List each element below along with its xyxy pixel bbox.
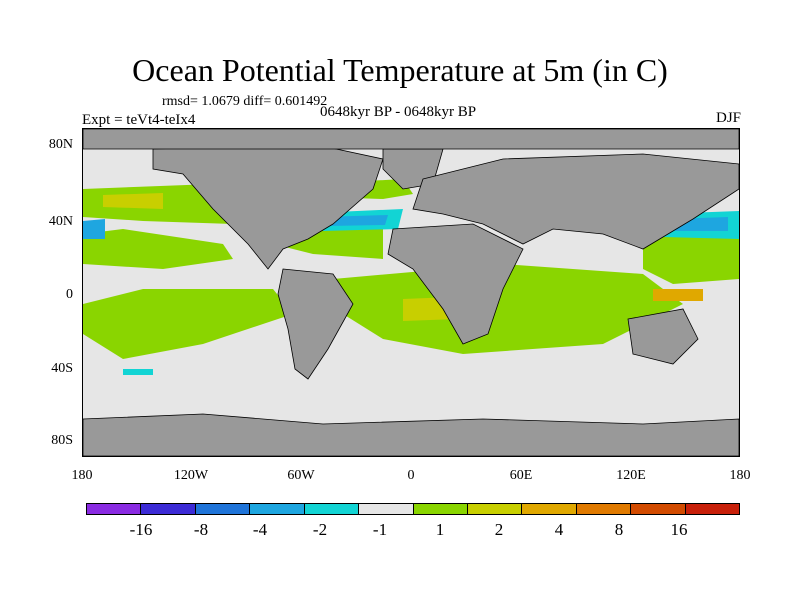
colorbar-swatch [631,504,686,514]
experiment-label: Expt = teVt4-teIx4 [82,112,196,128]
x-axis-label-180E: 180 [729,468,751,483]
warm-band-west-pacific [643,229,739,284]
colorbar-label: 2 [494,520,504,539]
warm-band-south-atlantic-indian [333,264,683,354]
x-axis-label-120W: 120W [173,468,209,483]
x-axis-label-0: 0 [407,468,415,483]
land-antarctica [83,413,739,456]
x-axis-label-180W: 180 [71,468,93,483]
cool-patch-dateline-west [83,219,105,239]
map-panel [82,128,740,457]
colorbar-swatch [250,504,305,514]
map-title: Ocean Potential Temperature at 5m (in C) [132,52,668,88]
warm-patch-north-pacific-yellow [103,193,163,209]
colorbar-swatch [141,504,196,514]
colorbar [86,503,740,515]
land-arctic-north [83,129,739,150]
colorbar-label: -8 [193,520,209,539]
colorbar-label: 16 [670,520,688,539]
y-axis-label-80S: 80S [51,433,73,448]
colorbar-swatch [576,504,632,514]
stats-line: rmsd= 1.0679 diff= 0.601492 [162,94,328,109]
land-eurasia [412,153,739,250]
y-axis-label-40S: 40S [51,361,73,376]
colorbar-swatch [522,504,577,514]
colorbar-swatch [304,504,360,514]
colorbar-swatch [467,504,523,514]
colorbar-swatch [685,504,740,514]
colorbar-swatch [87,504,142,514]
cool-patch-southern-ocean [123,369,153,375]
warm-patch-west-pacific-orange [653,289,703,301]
y-axis-label-80N: 80N [48,137,73,152]
land-south-america [277,268,354,380]
colorbar-swatch [413,504,468,514]
colorbar-label: -1 [372,520,388,539]
period-label: 0648kyr BP - 0648kyr BP [320,104,477,120]
colorbar-swatch [359,504,414,514]
colorbar-swatch [195,504,251,514]
season-label: DJF [715,110,741,126]
colorbar-label: -16 [129,520,153,539]
land-australia [627,308,699,365]
colorbar-label: 1 [435,520,445,539]
world-map [83,129,739,456]
x-axis-label-60W: 60W [287,468,315,483]
y-axis-label-40N: 40N [48,214,73,229]
x-axis-label-60E: 60E [509,468,533,483]
x-axis-label-120E: 120E [616,468,646,483]
colorbar-label: -2 [312,520,328,539]
colorbar-label: 8 [614,520,624,539]
y-axis-label-0: 0 [66,287,73,302]
colorbar-label: -4 [252,520,268,539]
warm-band-south-pacific [83,289,293,359]
colorbar-label: 4 [554,520,564,539]
land-africa [387,223,524,345]
warm-band-subtropical-pacific [83,229,233,269]
land-masses [83,129,739,456]
